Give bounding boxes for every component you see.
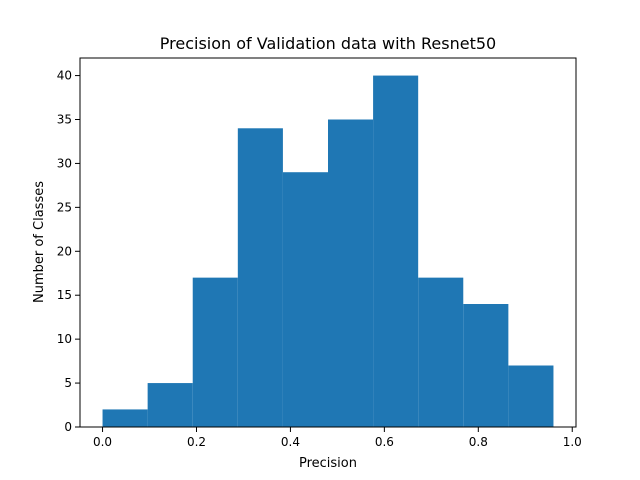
- histogram-bar: [192, 277, 238, 427]
- x-tick-label: 0.2: [187, 435, 206, 449]
- histogram-bar: [102, 409, 148, 427]
- y-tick-label: 10: [57, 332, 72, 346]
- histogram-bar: [282, 172, 328, 427]
- y-tick-label: 25: [57, 200, 72, 214]
- y-tick-label: 15: [57, 288, 72, 302]
- y-tick-label: 40: [57, 69, 72, 83]
- y-ticks: 0 5 10 15 20 25 30 35 40: [57, 69, 80, 434]
- y-tick-label: 30: [57, 156, 72, 170]
- x-axis-label: Precision: [299, 456, 357, 471]
- histogram-bar: [418, 277, 464, 427]
- x-tick-label: 0.8: [469, 435, 488, 449]
- x-tick-label: 0.0: [93, 435, 112, 449]
- axes-group: [79, 57, 577, 428]
- x-tick-label: 0.6: [375, 435, 394, 449]
- histogram-bar: [463, 304, 509, 427]
- histogram-bar: [328, 119, 374, 427]
- histogram-bar: [373, 75, 419, 428]
- y-tick-label: 0: [64, 420, 72, 434]
- plot-frame: [79, 57, 577, 428]
- y-tick-label: 5: [64, 376, 72, 390]
- x-tick-label: 0.4: [281, 435, 300, 449]
- histogram-bar: [508, 365, 554, 427]
- y-tick-label: 35: [57, 113, 72, 127]
- histogram-bar: [147, 383, 193, 427]
- y-tick-label: 20: [57, 244, 72, 258]
- x-ticks: 0.0 0.2 0.4 0.6 0.8 1.0: [93, 427, 582, 449]
- histogram-bar: [237, 128, 283, 428]
- y-axis-label: Number of Classes: [32, 181, 47, 303]
- chart-title: Precision of Validation data with Resnet…: [160, 34, 496, 53]
- x-tick-label: 1.0: [563, 435, 582, 449]
- bars-group: [102, 75, 554, 428]
